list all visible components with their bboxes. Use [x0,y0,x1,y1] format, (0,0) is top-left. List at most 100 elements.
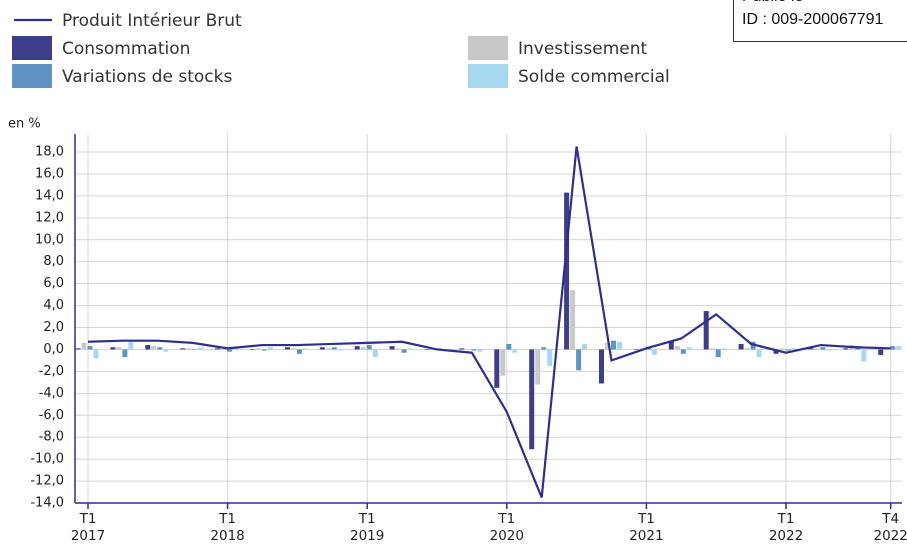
bar [564,192,570,350]
legend-swatch [12,36,52,60]
bar [372,349,378,358]
y-tick-label: -4,0 [39,386,64,401]
bar [791,348,797,350]
bar [738,343,744,350]
bar [808,348,814,350]
bar [814,348,820,350]
y-tick-label: 16,0 [35,166,64,181]
stamp: Publié le ID : 009-200067791 [733,0,907,42]
bar [576,349,582,371]
bar [500,349,506,376]
bar [290,348,296,350]
bar [360,347,366,350]
bar [459,348,465,350]
legend-label: Investissement [518,39,648,59]
bar [896,346,902,350]
bar [535,349,541,385]
y-tick-label: 6,0 [43,276,64,291]
bar [570,290,576,350]
x-tick-label: T1 2022 [768,511,804,544]
bar [87,346,93,350]
bar [215,348,221,350]
bar [773,349,779,354]
bar [471,349,477,351]
legend-label: Consommation [62,39,190,59]
bar [721,348,727,350]
bar [180,348,186,350]
bar [116,347,122,350]
y-tick-label: 14,0 [35,188,64,203]
y-tick-label: -6,0 [39,408,64,423]
bar [820,347,826,350]
bar [325,348,331,350]
x-tick-label: T1 2019 [350,511,385,544]
bar [221,349,227,350]
legend-label: Produit Intérieur Brut [62,11,242,31]
bar [198,347,204,350]
bar [227,349,233,352]
bar [686,347,692,350]
bar [163,349,169,352]
bar [389,346,395,350]
y-tick-label: -14,0 [30,496,64,511]
x-tick-label: T4 2022 [873,511,907,544]
bar [284,347,290,350]
y-tick-label: 2,0 [43,320,64,335]
bar [401,349,407,353]
bar [477,349,483,352]
y-tick-label: 10,0 [35,232,64,247]
x-tick-label: T1 2018 [210,511,245,544]
bar [750,341,756,350]
bar [547,349,553,366]
bar [674,346,680,350]
bar [424,349,430,350]
bar [256,348,261,350]
stamp-line: ID : 009-200067791 [742,11,884,28]
legend-swatch [468,64,508,88]
x-tick-label: T1 2021 [629,511,664,544]
bar [262,349,267,351]
bar [506,343,512,350]
bar [843,348,849,350]
bar [890,346,896,350]
y-tick-label: -8,0 [39,430,64,445]
bar [192,349,198,350]
bar [296,349,302,354]
y-tick-label: 12,0 [35,210,64,225]
line [87,146,891,498]
bar [680,349,686,354]
bar [354,346,360,350]
legend-label: Variations de stocks [62,67,232,87]
bar [494,349,500,388]
bar [605,342,610,350]
legend-swatch [468,36,508,60]
bar [703,311,709,350]
stamp-line: Publié le [742,0,904,8]
bar [75,348,81,350]
bar [128,341,134,350]
bar [878,349,884,355]
bar [81,342,87,350]
bar [122,349,128,358]
y-tick-label: -2,0 [39,364,64,379]
bar [541,347,547,350]
bar [93,349,99,359]
bar [884,349,890,350]
bar [145,345,151,350]
bar [826,349,832,351]
bar [512,349,518,353]
x-tick-label: T1 2017 [70,511,106,544]
bar [151,346,157,350]
bar [582,343,588,350]
bar [756,349,762,358]
bar [302,348,308,350]
bar [465,349,471,350]
bar [268,347,273,350]
bar [651,349,657,355]
bar [709,348,715,350]
bar [611,340,616,350]
bar [715,349,721,358]
bar [407,348,413,350]
